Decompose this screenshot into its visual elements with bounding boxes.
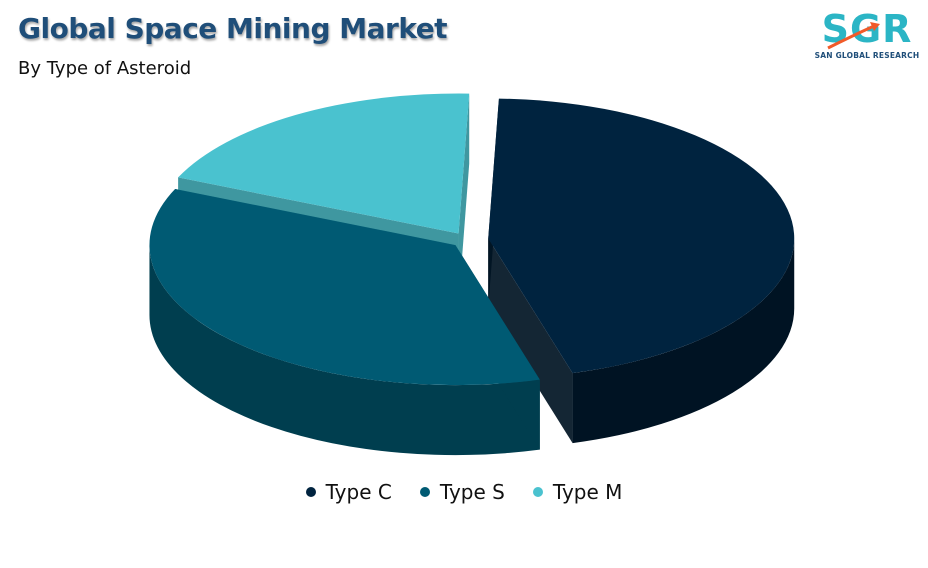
- pie-tops: [149, 93, 795, 386]
- pie-slice-type-c[interactable]: [488, 98, 795, 374]
- legend-label: Type S: [439, 480, 505, 504]
- legend-item-type-s[interactable]: Type S: [419, 480, 505, 504]
- pie-wall-type-m: [458, 93, 470, 304]
- chart-subtitle: By Type of Asteroid: [18, 58, 192, 79]
- legend-dot-icon: [419, 487, 430, 497]
- legend-dot-icon: [532, 487, 543, 497]
- logo-arrow-icon: [870, 22, 880, 31]
- chart-title: Global Space Mining Market: [18, 12, 448, 45]
- legend-item-type-m[interactable]: Type M: [532, 480, 623, 504]
- chart-legend: Type C Type S Type M: [0, 480, 928, 504]
- sgr-logo: SGR SAN GLOBAL RESEARCH: [815, 7, 920, 60]
- pie-slice-type-s[interactable]: [149, 189, 540, 386]
- logo-swoosh-icon: [827, 24, 875, 50]
- legend-label: Type C: [325, 480, 392, 504]
- logo-tagline: SAN GLOBAL RESEARCH: [815, 51, 920, 60]
- pie-side-type-c: [572, 238, 795, 444]
- legend-dot-icon: [305, 487, 316, 497]
- legend-item-type-c[interactable]: Type C: [305, 480, 392, 504]
- legend-label: Type M: [552, 480, 623, 504]
- pie-side-type-s: [149, 245, 540, 456]
- pie-slice-type-m[interactable]: [178, 93, 470, 234]
- pie-wall-type-c: [488, 238, 573, 444]
